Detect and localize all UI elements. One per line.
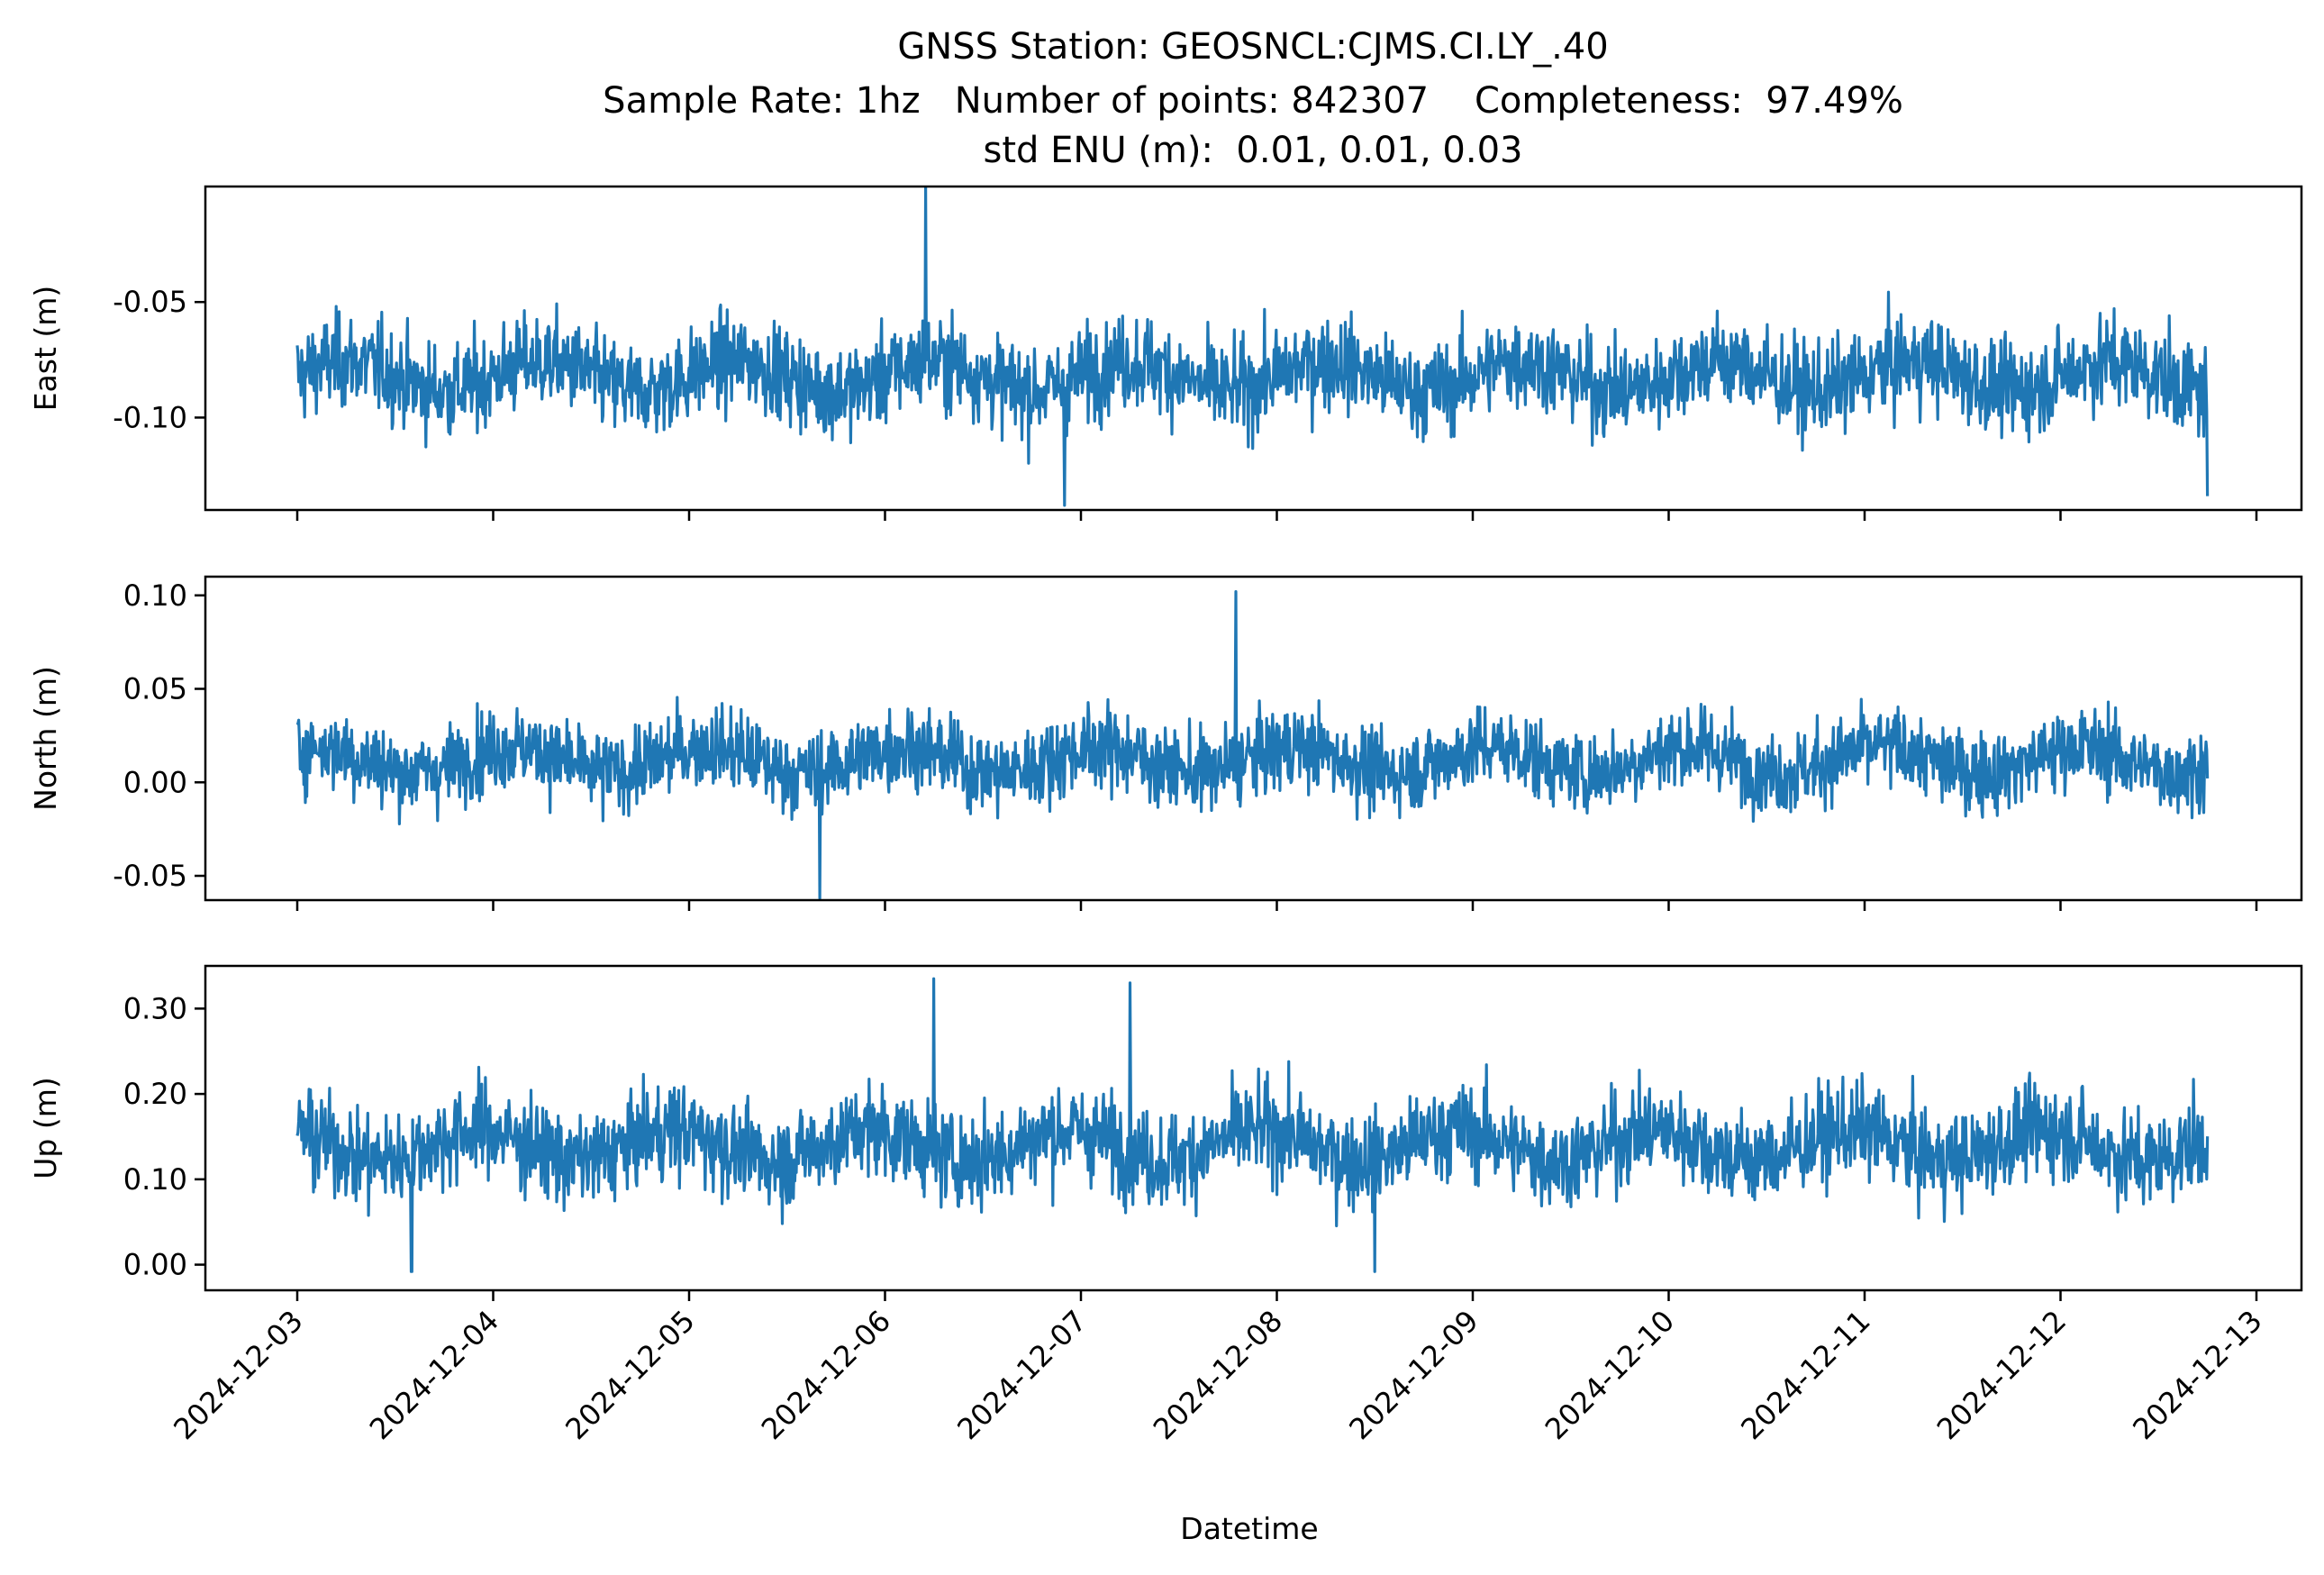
y-tick-label: 0.00 [123, 1248, 187, 1282]
x-tick-label: 2024-12-05 [558, 1304, 701, 1446]
y-tick-label: 0.10 [123, 578, 187, 613]
x-tick-label: 2024-12-03 [167, 1304, 309, 1446]
y-tick-label: 0.10 [123, 1162, 187, 1197]
y-tick-label: -0.05 [113, 285, 187, 319]
title-line-stats: Sample Rate: 1hz Number of points: 84230… [603, 80, 1903, 122]
x-tick-label: 2024-12-09 [1342, 1304, 1484, 1446]
y-tick-label: 0.20 [123, 1077, 187, 1111]
series-line [295, 590, 2210, 900]
y-axis-label: Up (m) [28, 1077, 63, 1179]
title-line-station: GNSS Station: GEOSNCL:CJMS.CI.LY_.40 [897, 26, 1608, 68]
x-axis-label: Datetime [1180, 1511, 1318, 1546]
title-line-std: std ENU (m): 0.01, 0.01, 0.03 [984, 130, 1523, 171]
north-panel: -0.05 0.00 0.05 0.10 North (m) [28, 575, 2303, 911]
plot-frame [204, 964, 2303, 1292]
y-tick-label: 0.00 [123, 765, 187, 799]
x-tick-label: 2024-12-07 [950, 1304, 1093, 1446]
x-tick-label: 2024-12-04 [363, 1304, 505, 1446]
east-panel: -0.10 -0.05 East (m) [28, 185, 2303, 521]
x-tick-label: 2024-12-13 [2126, 1304, 2268, 1446]
series-line [295, 187, 2210, 507]
x-tick-label: 2024-12-10 [1539, 1304, 1681, 1446]
y-axis-label: North (m) [28, 666, 63, 811]
x-tick-label: 2024-12-11 [1734, 1304, 1876, 1446]
series-line [295, 977, 2210, 1273]
plot-frame [204, 575, 2303, 902]
y-tick-label: -0.05 [113, 859, 187, 893]
x-axis: 2024-12-03 2024-12-04 2024-12-05 2024-12-06… [167, 1304, 2268, 1446]
y-axis-label: East (m) [28, 286, 63, 412]
x-tick-label: 2024-12-12 [1930, 1304, 2073, 1446]
y-tick-label: -0.10 [113, 400, 187, 434]
y-tick-label: 0.05 [123, 672, 187, 706]
up-panel: 0.00 0.10 0.20 0.30 Up (m) [28, 964, 2303, 1301]
chart-title: GNSS Station: GEOSNCL:CJMS.CI.LY_.40 Sam… [603, 26, 1903, 171]
plot-frame [204, 185, 2303, 512]
x-tick-label: 2024-12-08 [1147, 1304, 1289, 1446]
x-tick-label: 2024-12-06 [755, 1304, 897, 1446]
y-tick-label: 0.30 [123, 991, 187, 1025]
